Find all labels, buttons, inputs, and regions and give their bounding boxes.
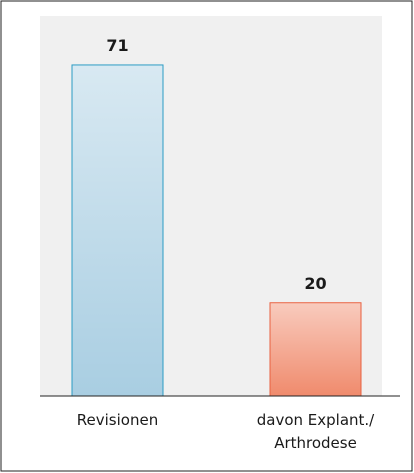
bar-shine (72, 65, 163, 396)
value-label: 20 (304, 274, 326, 293)
x-tick-label: Revisionen (77, 411, 158, 429)
bar-shine (270, 303, 361, 396)
x-tick-label: davon Explant./Arthrodese (257, 411, 375, 452)
value-label: 71 (106, 36, 128, 55)
